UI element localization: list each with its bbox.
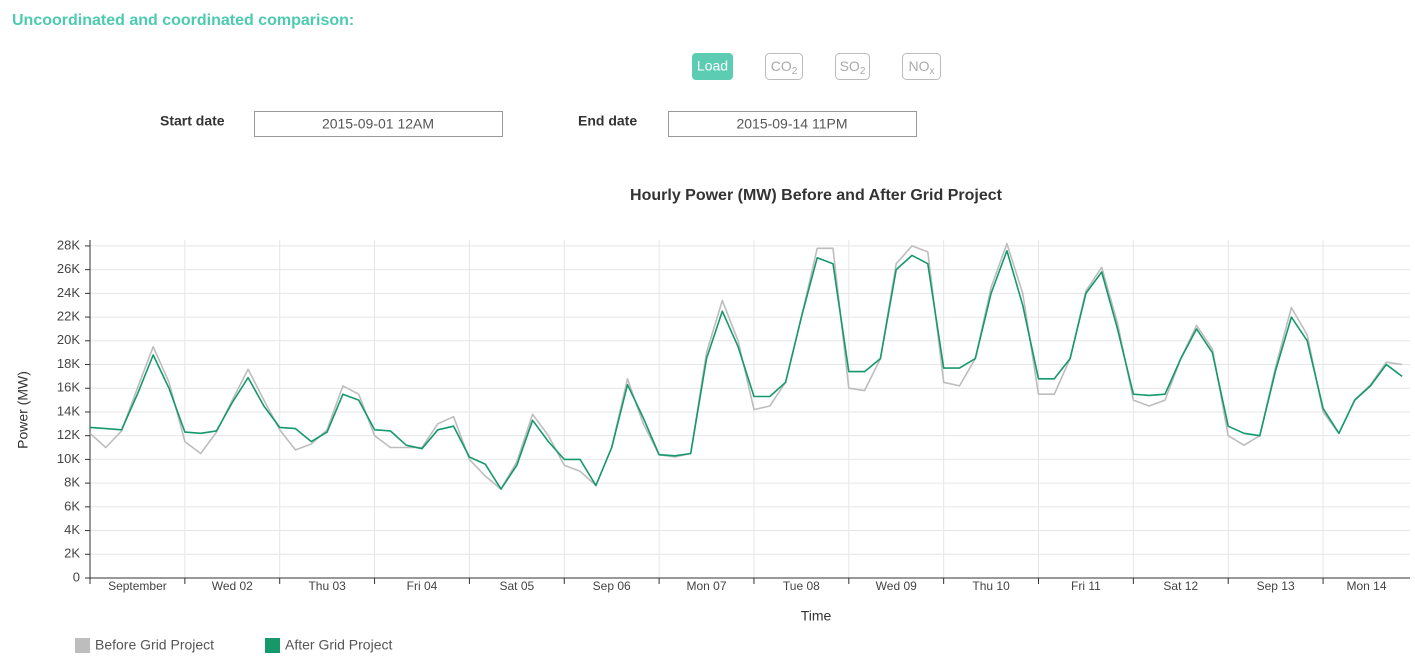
x-tick-label: Thu 10 [972,579,1010,593]
end-date-label: End date [578,113,637,129]
button-label: NOx [909,58,935,77]
button-label: SO2 [840,58,866,77]
y-tick-label: 26K [57,261,80,276]
input-value: 2015-09-01 12AM [322,116,434,132]
y-tick-label: 12K [57,427,80,442]
y-tick-label: 6K [64,498,80,513]
x-tick-label: Mon 14 [1347,579,1387,593]
x-tick-label: Wed 02 [212,579,253,593]
x-tick-label: Tue 08 [783,579,820,593]
subscript: 2 [860,66,866,77]
legend-swatch [265,638,280,653]
button-load[interactable]: Load [692,53,733,80]
y-tick-label: 4K [64,522,80,537]
y-tick-label: 0 [73,569,80,584]
button-bg [902,53,941,80]
x-tick-label: Sep 13 [1257,579,1295,593]
x-tick-label: Sat 12 [1163,579,1198,593]
button-so2[interactable]: SO2 [835,53,870,80]
button-bg [835,53,870,80]
subscript: 2 [792,66,798,77]
chart-title: Hourly Power (MW) Before and After Grid … [630,187,1003,204]
x-tick-label: Sat 05 [499,579,534,593]
y-tick-label: 20K [57,332,80,347]
y-axis-title: Power (MW) [15,371,31,449]
x-tick-label: Wed 09 [876,579,917,593]
label: SO [840,58,860,74]
x-axis-title: Time [801,608,832,624]
label: CO [771,58,792,74]
label: NO [909,58,930,74]
x-tick-label: September [108,579,167,593]
x-tick-label: Sep 06 [593,579,631,593]
button-label: CO2 [771,58,798,77]
plot: 0 2K 4K 6K 8K 10K 12K 14K 16K 18K 20K 22K 24K 26K 28K S… [57,237,1410,593]
end-date-input[interactable]: 2015-09-14 11PM [668,111,917,137]
y-tick-label: 8K [64,475,80,490]
legend-swatch [75,638,90,653]
legend-label: Before Grid Project [95,637,214,653]
x-tick-label: Fri 11 [1071,579,1101,593]
y-tick-label: 10K [57,451,80,466]
input-box [254,111,503,137]
subscript: x [930,66,935,77]
x-tick-label: Mon 07 [687,579,727,593]
y-tick-label: 18K [57,356,80,371]
y-tick-label: 22K [57,309,80,324]
y-tick-label: 16K [57,380,80,395]
y-tick-label: 2K [64,546,80,561]
series-line [89,249,1403,490]
series-line [89,242,1403,490]
input-box [668,111,917,137]
button-nox[interactable]: NOx [902,53,941,80]
button-co2[interactable]: CO2 [765,53,803,80]
legend: Before Grid Project After Grid Project [75,637,392,653]
input-value: 2015-09-14 11PM [736,116,847,132]
y-tick-label: 28K [57,237,80,252]
x-tick-label: Thu 03 [308,579,346,593]
start-date-label: Start date [160,113,225,129]
button-label: Load [697,58,728,74]
header-title: Uncoordinated and coordinated comparison… [12,12,354,29]
x-tick-label: Fri 04 [407,579,438,593]
y-tick-label: 14K [57,403,80,418]
start-date-input[interactable]: 2015-09-01 12AM [254,111,503,137]
button-bg [692,53,733,80]
legend-label: After Grid Project [285,637,392,653]
y-tick-label: 24K [57,285,80,300]
button-bg [765,53,803,80]
